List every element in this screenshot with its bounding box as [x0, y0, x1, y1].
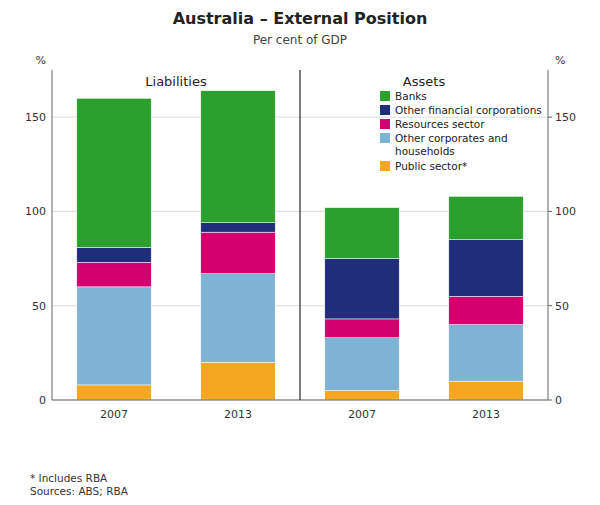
bar-segment [449, 296, 523, 324]
title: Australia – External Position [173, 9, 428, 28]
bar-segment [77, 262, 151, 287]
y2-tick [548, 117, 552, 118]
y2-tick-label: 100 [555, 205, 576, 218]
bar-segment [201, 274, 275, 363]
bar-segment [77, 287, 151, 385]
legend-label: Resources sector [395, 118, 485, 130]
legend-label: Banks [395, 90, 427, 102]
bar-segment [201, 232, 275, 273]
y-tick-label: 0 [39, 394, 46, 407]
legend-label: Other financial corporations [395, 104, 542, 116]
y-axis-label: % [36, 54, 46, 67]
y2-tick-label: 50 [555, 300, 569, 313]
bar-segment [449, 196, 523, 239]
bar-segment [449, 381, 523, 400]
panel-label: Liabilities [145, 74, 207, 89]
y2-tick-label: 150 [555, 111, 576, 124]
legend-swatch [380, 133, 390, 143]
legend-swatch [380, 105, 390, 115]
panel-label: Assets [403, 74, 446, 89]
subtitle: Per cent of GDP [253, 33, 347, 47]
y2-tick [548, 305, 552, 306]
bar-segment [449, 325, 523, 382]
panel-divider [300, 70, 301, 400]
bar-segment [325, 391, 399, 400]
footnote: * Includes RBASources: ABS; RBA [30, 472, 129, 497]
x-tick-label: 2013 [224, 408, 252, 421]
legend-swatch [380, 91, 390, 101]
legend: Banks Other financial corporations Resourc… [380, 90, 542, 172]
bar-segment [325, 319, 399, 338]
x-tick-label: 2013 [472, 408, 500, 421]
bar-segment [77, 385, 151, 400]
legend-label: Public sector* [395, 160, 467, 172]
y2-axis [548, 70, 549, 400]
y-tick-label: 100 [25, 205, 46, 218]
y2-axis-label: % [555, 54, 565, 67]
x-tick-label: 2007 [348, 408, 376, 421]
legend-swatch [380, 161, 390, 171]
bar-segment [77, 247, 151, 262]
legend-label: Other corporates andhouseholds [395, 132, 508, 157]
bar-segment [325, 208, 399, 259]
bar-segment [201, 223, 275, 232]
y2-tick [548, 400, 552, 401]
bar-segment [325, 259, 399, 319]
y-axis [52, 70, 53, 400]
bar-segment [201, 91, 275, 223]
y-tick-label: 50 [32, 300, 46, 313]
y2-tick [548, 211, 552, 212]
bar-segment [325, 338, 399, 391]
bar-segment [201, 362, 275, 400]
y-tick-label: 150 [25, 111, 46, 124]
bar-segment [77, 98, 151, 247]
x-tick-label: 2007 [100, 408, 128, 421]
bar-segment [449, 240, 523, 297]
legend-swatch [380, 119, 390, 129]
y2-tick-label: 0 [555, 394, 562, 407]
chart: Australia – External Position Per cent of… [0, 0, 600, 505]
